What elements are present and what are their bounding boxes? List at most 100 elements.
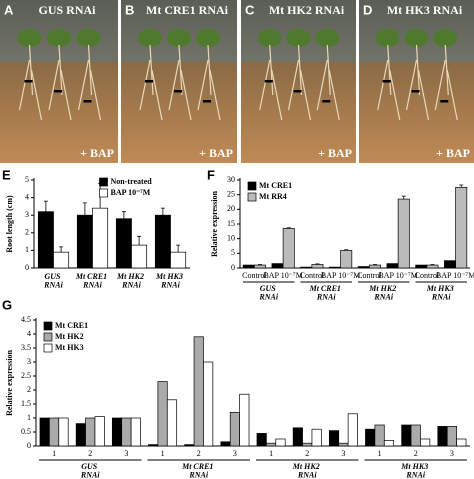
legend-swatch: [99, 177, 108, 187]
root-mark: [24, 80, 33, 83]
root-mark: [322, 100, 331, 103]
legend-swatch: [99, 188, 108, 198]
bar: [386, 263, 399, 269]
root: [405, 44, 430, 121]
y-tick-label: 3: [27, 357, 31, 366]
photo-title: Mt CRE1 RNAi: [146, 3, 229, 17]
root-mark: [203, 100, 211, 103]
error-bar: [137, 235, 142, 246]
root: [287, 44, 312, 121]
bar: [39, 417, 50, 447]
bar: [329, 266, 341, 269]
root: [316, 44, 340, 121]
x-tick-label: Control: [415, 271, 440, 280]
error-bar: [43, 200, 48, 212]
y-axis-label: Relative expression: [210, 191, 219, 257]
x-tick-label: 2: [414, 449, 418, 458]
error-bar: [401, 195, 406, 200]
agar: [241, 62, 356, 163]
x-tick-label: Mt HK3 RNAi: [155, 272, 185, 290]
root-mark: [174, 90, 182, 93]
x-tick-label: Mt HK2 RNAi: [116, 272, 146, 290]
x-tick-label: Control: [300, 271, 325, 280]
leaves: [167, 29, 191, 47]
root: [77, 44, 102, 121]
root-mark: [145, 80, 153, 83]
bar: [446, 426, 457, 447]
bar: [383, 440, 395, 447]
bar: [121, 417, 132, 447]
x-tick-label: Mt CRE1 RNAi: [75, 272, 109, 290]
agar: [121, 62, 237, 163]
photo-title: Mt HK3 RNAi: [387, 3, 463, 17]
bar: [49, 417, 60, 447]
error-bar: [160, 207, 165, 216]
legend-swatch: [247, 181, 257, 191]
bar: [415, 264, 428, 269]
y-tick-label: 10: [227, 233, 235, 242]
x-tick-label: 1: [52, 449, 56, 458]
y-tick-label: 2: [27, 385, 31, 394]
legend-label: BAP 10⁻⁷M: [111, 188, 151, 197]
legend-swatch: [247, 192, 257, 202]
y-tick-label: 2.5: [21, 371, 31, 380]
panel-letter: D: [363, 2, 372, 17]
group-label: Mt HK3 RNAi: [426, 284, 456, 302]
bar: [347, 413, 358, 447]
x-tick-label: 3: [341, 449, 345, 458]
legend-label: Mt HK2: [55, 332, 84, 341]
bar: [420, 438, 431, 447]
treatment: + BAP: [199, 146, 233, 160]
bar: [401, 424, 412, 447]
panel-letter: F: [207, 167, 215, 182]
bar: [154, 214, 171, 269]
panel-letter: C: [245, 2, 255, 17]
legend-swatch: [43, 343, 53, 353]
group-label: Mt HK3 RNAi: [400, 462, 430, 479]
bar: [53, 251, 70, 269]
x-tick-label: 1: [378, 449, 382, 458]
root: [48, 44, 72, 121]
bar: [37, 211, 54, 269]
x-tick-label: 1: [161, 449, 165, 458]
bar: [254, 264, 266, 269]
y-tick-label: 0: [27, 441, 31, 450]
y-tick-label: 0: [231, 263, 235, 272]
error-bar: [459, 184, 464, 188]
bar: [357, 266, 370, 269]
bar: [300, 266, 313, 269]
leaves: [47, 29, 71, 47]
y-tick-label: 30: [227, 175, 235, 184]
bar: [410, 424, 421, 447]
bar: [271, 263, 284, 269]
y-tick-label: 0: [25, 263, 29, 272]
bar: [256, 433, 267, 447]
error-bar: [59, 246, 64, 253]
x-tick-label: 1: [269, 449, 273, 458]
y-tick-label: 2: [25, 228, 29, 237]
legend-swatch: [43, 321, 53, 331]
error-bar: [372, 264, 377, 266]
group-label: GUS RNAi: [258, 284, 278, 302]
agar: [0, 62, 118, 163]
bar: [76, 214, 93, 269]
root-mark: [411, 90, 420, 93]
treatment: + BAP: [436, 146, 470, 160]
bar: [444, 260, 456, 269]
group-label: Mt HK2 RNAi: [368, 284, 398, 302]
bar: [365, 428, 376, 447]
panel-letter: B: [125, 2, 134, 17]
leaves: [76, 29, 101, 47]
x-tick-label: 3: [124, 449, 128, 458]
bar: [397, 198, 410, 269]
root: [434, 44, 458, 121]
bar: [275, 438, 286, 447]
bar: [437, 426, 448, 447]
root-mark: [83, 100, 92, 103]
bar: [220, 441, 231, 447]
bar: [282, 228, 295, 269]
group-label: Mt HK2 RNAi: [292, 462, 322, 479]
x-tick-label: GUS RNAi: [43, 272, 63, 290]
bar: [229, 412, 240, 447]
